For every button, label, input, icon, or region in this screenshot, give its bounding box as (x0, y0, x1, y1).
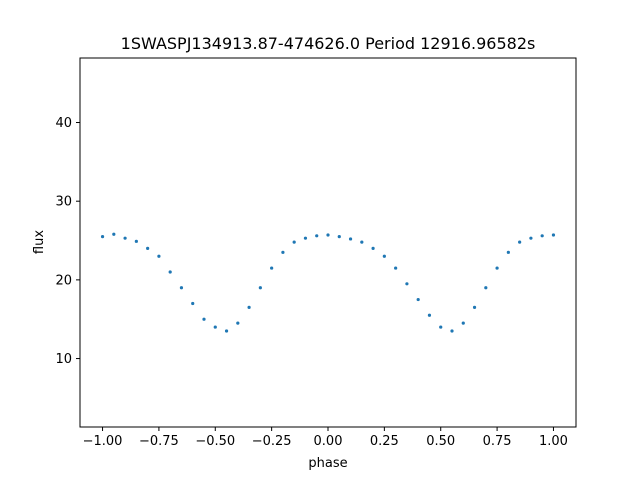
data-point (326, 233, 330, 237)
data-point (371, 246, 375, 250)
chart-title: 1SWASPJ134913.87-474626.0 Period 12916.9… (121, 34, 536, 53)
data-point (134, 239, 138, 243)
data-point (270, 266, 274, 270)
x-tick-label: −0.50 (195, 434, 235, 449)
data-point (179, 286, 184, 290)
data-point (394, 266, 398, 270)
data-point (123, 236, 127, 240)
y-tick-label: 40 (55, 116, 72, 131)
y-tick-label: 20 (55, 273, 72, 288)
data-point (551, 233, 556, 237)
data-point (247, 305, 251, 310)
data-point (461, 321, 465, 325)
x-tick-label: 0.25 (370, 434, 399, 449)
y-tick-label: 10 (55, 352, 72, 367)
y-axis: 10 20 30 40 (55, 116, 80, 367)
x-tick-label: −0.25 (252, 434, 292, 449)
data-point (191, 301, 195, 306)
x-axis-label: phase (308, 456, 347, 471)
data-point (146, 246, 150, 250)
data-point (258, 286, 262, 290)
data-point (292, 240, 296, 244)
data-point (450, 329, 454, 333)
x-tick-label: −0.75 (139, 434, 179, 449)
data-point (518, 240, 522, 244)
data-point (506, 250, 510, 254)
x-tick-label: 0.75 (483, 434, 512, 449)
data-point (416, 297, 420, 302)
data-point (157, 254, 161, 258)
x-tick-label: −1.00 (83, 434, 123, 449)
data-point (529, 236, 533, 240)
scatter-points (100, 232, 556, 333)
data-point (382, 254, 386, 258)
data-point (315, 234, 319, 238)
data-point (236, 321, 240, 325)
data-point (224, 329, 229, 333)
data-point (484, 286, 488, 290)
data-point (337, 235, 341, 239)
x-tick-label: 0.00 (314, 434, 343, 449)
data-point (472, 305, 477, 310)
data-point (405, 282, 409, 286)
data-point (100, 235, 105, 239)
data-point (168, 270, 172, 274)
data-point (495, 266, 499, 270)
data-point (348, 237, 353, 241)
data-point (213, 325, 217, 329)
x-tick-label: 1.00 (539, 434, 568, 449)
data-point (281, 250, 285, 254)
x-tick-label: 0.50 (426, 434, 455, 449)
x-axis: −1.00 −0.75 −0.50 −0.25 0.00 0.25 0.50 0.75 1.00 (83, 427, 568, 449)
data-point (439, 325, 443, 329)
y-tick-label: 30 (55, 195, 72, 210)
data-point (112, 232, 116, 236)
data-point (360, 240, 364, 244)
y-axis-label: flux (32, 230, 47, 254)
data-point (427, 313, 432, 317)
data-point (202, 317, 206, 321)
data-point (303, 236, 308, 240)
data-point (540, 234, 544, 238)
